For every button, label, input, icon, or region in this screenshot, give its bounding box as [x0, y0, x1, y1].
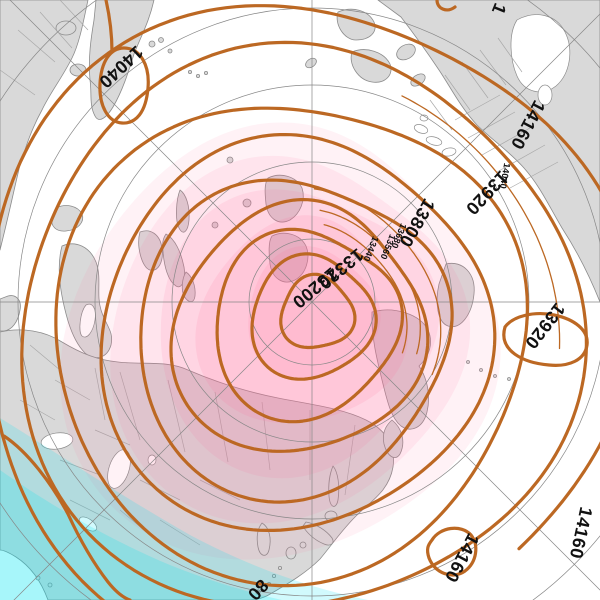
closed-contour-14040 — [98, 46, 150, 125]
island-kyushu — [285, 546, 297, 560]
closed-contour-13920 — [502, 312, 589, 367]
landmass-eurasia — [0, 329, 394, 600]
height-contour-13920 — [54, 106, 529, 588]
island — [305, 57, 317, 69]
island — [226, 156, 234, 164]
height-contour-13440 — [215, 227, 405, 424]
great-lake — [425, 136, 443, 146]
height-contour-13320 — [250, 252, 378, 381]
height-contour-thin-14040 — [401, 95, 561, 350]
island-shikoku — [299, 541, 307, 549]
island — [55, 20, 77, 36]
island-ryukyu — [277, 566, 282, 571]
greenland-cell-tail — [104, 0, 114, 54]
great-lake — [413, 124, 429, 134]
island-mediterranean — [47, 582, 53, 588]
aral-sea — [147, 454, 157, 466]
pink-anomaly-level-1 — [60, 122, 501, 560]
height-contour-13680 — [139, 178, 454, 504]
island-aleutian — [466, 360, 470, 364]
pink-anomaly-level-5 — [248, 246, 381, 380]
open-contour-fragments — [2, 0, 457, 600]
island — [203, 71, 208, 76]
island — [195, 74, 200, 79]
hudson-bay — [510, 14, 571, 93]
cyan-anomaly-level-1 — [0, 418, 368, 600]
contour-label-14040: 14040 — [498, 162, 512, 189]
height-contour-13560 — [169, 198, 430, 453]
island-arctic — [264, 174, 304, 223]
height-contour-13800 — [99, 133, 497, 532]
island-aleutian — [479, 368, 483, 372]
island — [396, 43, 416, 61]
height-contour-14160 — [0, 4, 600, 600]
cyan-edge-contour — [2, 434, 132, 600]
landmass-scandinavia — [58, 243, 113, 359]
island-ryukyu — [271, 574, 276, 579]
island — [242, 198, 252, 208]
island-sakhalin — [328, 465, 340, 507]
landmass-canada-arctic — [0, 0, 89, 251]
island-svalbard — [167, 48, 173, 54]
island — [187, 70, 192, 75]
height-contour-13200 — [279, 272, 357, 350]
great-lake — [441, 147, 457, 157]
island-honshu — [302, 521, 334, 546]
island-aleutian — [507, 377, 511, 381]
great-lake — [419, 114, 429, 122]
island-aleutian — [493, 374, 497, 378]
height-contour-thin-13440 — [323, 224, 408, 354]
closed-contour-14160 — [425, 526, 478, 577]
island — [211, 221, 219, 229]
island-svalbard — [158, 37, 164, 43]
top-edge-fragment — [435, 0, 457, 12]
baltic-sea — [79, 303, 96, 338]
island-arctic-archipelago — [350, 49, 392, 83]
pink-anomaly-level-4 — [195, 215, 409, 424]
island-svalbard — [148, 40, 156, 48]
black-sea — [40, 432, 74, 450]
closed-contour-cells — [98, 46, 589, 577]
height-contours-thick — [0, 4, 600, 600]
inland-seas — [40, 14, 571, 532]
james-bay — [537, 84, 553, 106]
height-contour-14040 — [20, 40, 588, 600]
